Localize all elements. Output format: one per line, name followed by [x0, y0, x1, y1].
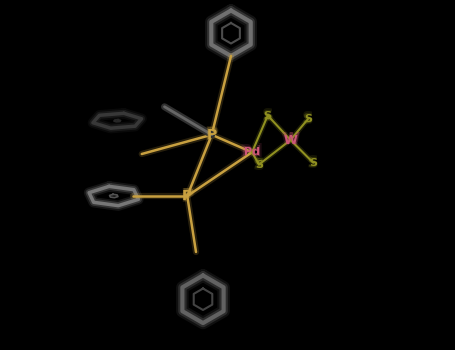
Text: S: S	[255, 160, 263, 169]
Text: S: S	[303, 112, 313, 126]
Text: S: S	[263, 108, 273, 122]
Text: Pd: Pd	[244, 147, 260, 157]
Text: S: S	[304, 114, 312, 124]
Text: P: P	[180, 187, 194, 205]
Text: S: S	[254, 158, 264, 172]
Text: P: P	[207, 128, 217, 142]
Text: S: S	[309, 158, 317, 168]
Text: S: S	[264, 111, 272, 120]
Text: W: W	[282, 133, 299, 147]
Text: P: P	[206, 126, 218, 144]
Text: Pd: Pd	[242, 145, 262, 159]
Text: P: P	[181, 187, 193, 205]
Text: S: S	[253, 155, 265, 174]
Text: P: P	[205, 125, 219, 144]
Text: S: S	[308, 156, 318, 170]
Text: W: W	[283, 133, 298, 147]
Text: W: W	[281, 131, 300, 149]
Text: S: S	[262, 106, 274, 125]
Text: S: S	[302, 110, 314, 128]
Text: P: P	[182, 189, 192, 203]
Text: Pd: Pd	[240, 143, 264, 161]
Text: S: S	[307, 154, 319, 172]
